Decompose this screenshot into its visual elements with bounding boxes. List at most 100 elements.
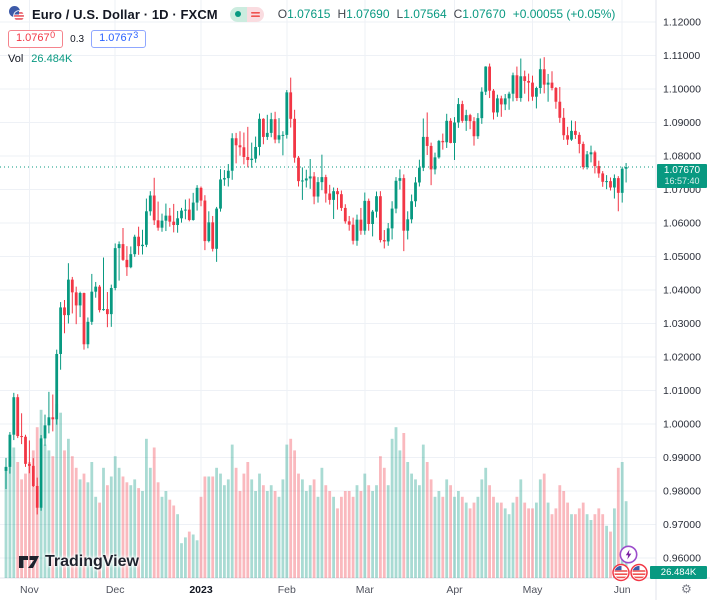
candle-body[interactable] bbox=[106, 309, 109, 315]
candle-body[interactable] bbox=[285, 92, 289, 135]
candle-body[interactable] bbox=[35, 485, 39, 508]
candle-body[interactable] bbox=[207, 222, 211, 242]
candle-body[interactable] bbox=[492, 90, 495, 113]
candle-body[interactable] bbox=[410, 201, 413, 220]
candle-body[interactable] bbox=[472, 121, 476, 137]
candle-body[interactable] bbox=[445, 120, 449, 143]
candle-body[interactable] bbox=[102, 309, 105, 311]
candle-body[interactable] bbox=[464, 115, 468, 121]
candle-body[interactable] bbox=[390, 208, 394, 229]
candle-body[interactable] bbox=[160, 220, 164, 228]
candle-body[interactable] bbox=[168, 215, 172, 222]
time-axis-label[interactable]: Mar bbox=[356, 584, 375, 596]
price-axis-label[interactable]: 1.09000 bbox=[663, 117, 701, 129]
candle-body[interactable] bbox=[277, 135, 281, 140]
candle-body[interactable] bbox=[242, 147, 246, 157]
candle-body[interactable] bbox=[449, 120, 452, 143]
time-axis-label[interactable]: Nov bbox=[20, 584, 39, 596]
candle-body[interactable] bbox=[585, 154, 589, 168]
candle-body[interactable] bbox=[254, 146, 257, 159]
candle-body[interactable] bbox=[43, 425, 47, 439]
candle-body[interactable] bbox=[117, 244, 121, 249]
candle-body[interactable] bbox=[137, 236, 140, 247]
candle-body[interactable] bbox=[343, 207, 347, 222]
candle-body[interactable] bbox=[328, 193, 332, 200]
candle-body[interactable] bbox=[542, 69, 546, 85]
candle-body[interactable] bbox=[211, 222, 215, 249]
candle-body[interactable] bbox=[109, 287, 113, 315]
price-axis-label[interactable]: 1.03000 bbox=[663, 318, 701, 330]
candle-body[interactable] bbox=[320, 177, 324, 183]
candle-body[interactable] bbox=[332, 191, 335, 200]
candle-body[interactable] bbox=[195, 187, 199, 203]
candle-body[interactable] bbox=[16, 397, 20, 437]
time-axis-label[interactable]: 2023 bbox=[189, 584, 213, 596]
candle-body[interactable] bbox=[480, 91, 484, 119]
candle-body[interactable] bbox=[293, 118, 296, 158]
tradingview-logo[interactable]: TradingView bbox=[18, 553, 139, 571]
candle-body[interactable] bbox=[70, 279, 74, 293]
candle-body[interactable] bbox=[230, 138, 234, 171]
candle-body[interactable] bbox=[511, 75, 515, 94]
candle-body[interactable] bbox=[308, 176, 312, 179]
candle-body[interactable] bbox=[31, 465, 35, 486]
candle-body[interactable] bbox=[172, 221, 176, 226]
candle-body[interactable] bbox=[418, 167, 421, 183]
candle-body[interactable] bbox=[63, 307, 66, 316]
candle-body[interactable] bbox=[558, 101, 562, 118]
candle-body[interactable] bbox=[234, 138, 238, 146]
candle-body[interactable] bbox=[187, 209, 191, 220]
candle-body[interactable] bbox=[121, 244, 125, 260]
axis-settings-gear-icon[interactable]: ⚙ bbox=[681, 582, 692, 596]
candle-body[interactable] bbox=[496, 98, 499, 113]
price-axis-label[interactable]: 1.12000 bbox=[663, 17, 701, 29]
candle-body[interactable] bbox=[297, 157, 300, 182]
candle-body[interactable] bbox=[262, 118, 265, 137]
price-axis-label[interactable]: 1.01000 bbox=[663, 385, 701, 397]
volume-indicator-label[interactable]: Vol bbox=[8, 53, 24, 65]
candle-body[interactable] bbox=[55, 353, 59, 420]
price-axis-label[interactable]: 1.06000 bbox=[663, 218, 701, 230]
candle-body[interactable] bbox=[577, 134, 581, 144]
candle-body[interactable] bbox=[250, 158, 254, 161]
candle-body[interactable] bbox=[499, 98, 503, 105]
candle-body[interactable] bbox=[340, 194, 343, 208]
candle-body[interactable] bbox=[363, 200, 367, 231]
candle-body[interactable] bbox=[258, 118, 261, 147]
candle-body[interactable] bbox=[20, 436, 23, 438]
candle-body[interactable] bbox=[199, 187, 203, 201]
candle-body[interactable] bbox=[113, 248, 117, 288]
candle-body[interactable] bbox=[519, 76, 523, 99]
candle-body[interactable] bbox=[406, 219, 410, 231]
candle-body[interactable] bbox=[593, 152, 597, 167]
candle-body[interactable] bbox=[367, 200, 371, 224]
candle-body[interactable] bbox=[269, 119, 273, 133]
candle-body[interactable] bbox=[624, 167, 628, 169]
candle-body[interactable] bbox=[184, 209, 187, 211]
candle-body[interactable] bbox=[620, 168, 624, 193]
candle-body[interactable] bbox=[324, 177, 328, 194]
candle-body[interactable] bbox=[538, 69, 542, 88]
price-axis-label[interactable]: 1.04000 bbox=[663, 285, 701, 297]
candle-body[interactable] bbox=[605, 181, 608, 183]
candle-body[interactable] bbox=[531, 82, 534, 97]
candle-body[interactable] bbox=[574, 130, 577, 135]
candle-body[interactable] bbox=[359, 219, 363, 231]
candle-body[interactable] bbox=[414, 182, 417, 202]
candle-body[interactable] bbox=[226, 170, 230, 179]
candle-body[interactable] bbox=[223, 178, 226, 180]
time-axis-label[interactable]: Feb bbox=[278, 584, 296, 596]
candle-body[interactable] bbox=[382, 240, 386, 242]
candle-body[interactable] bbox=[476, 118, 480, 137]
candle-body[interactable] bbox=[281, 134, 285, 136]
candle-body[interactable] bbox=[375, 196, 378, 212]
candle-body[interactable] bbox=[609, 181, 612, 188]
candle-body[interactable] bbox=[176, 218, 179, 226]
time-axis-label[interactable]: Dec bbox=[106, 584, 125, 596]
candle-body[interactable] bbox=[304, 178, 308, 181]
candle-body[interactable] bbox=[312, 176, 316, 197]
candle-body[interactable] bbox=[355, 219, 359, 241]
candle-body[interactable] bbox=[8, 434, 12, 467]
price-axis-label[interactable]: 1.10000 bbox=[663, 84, 701, 96]
